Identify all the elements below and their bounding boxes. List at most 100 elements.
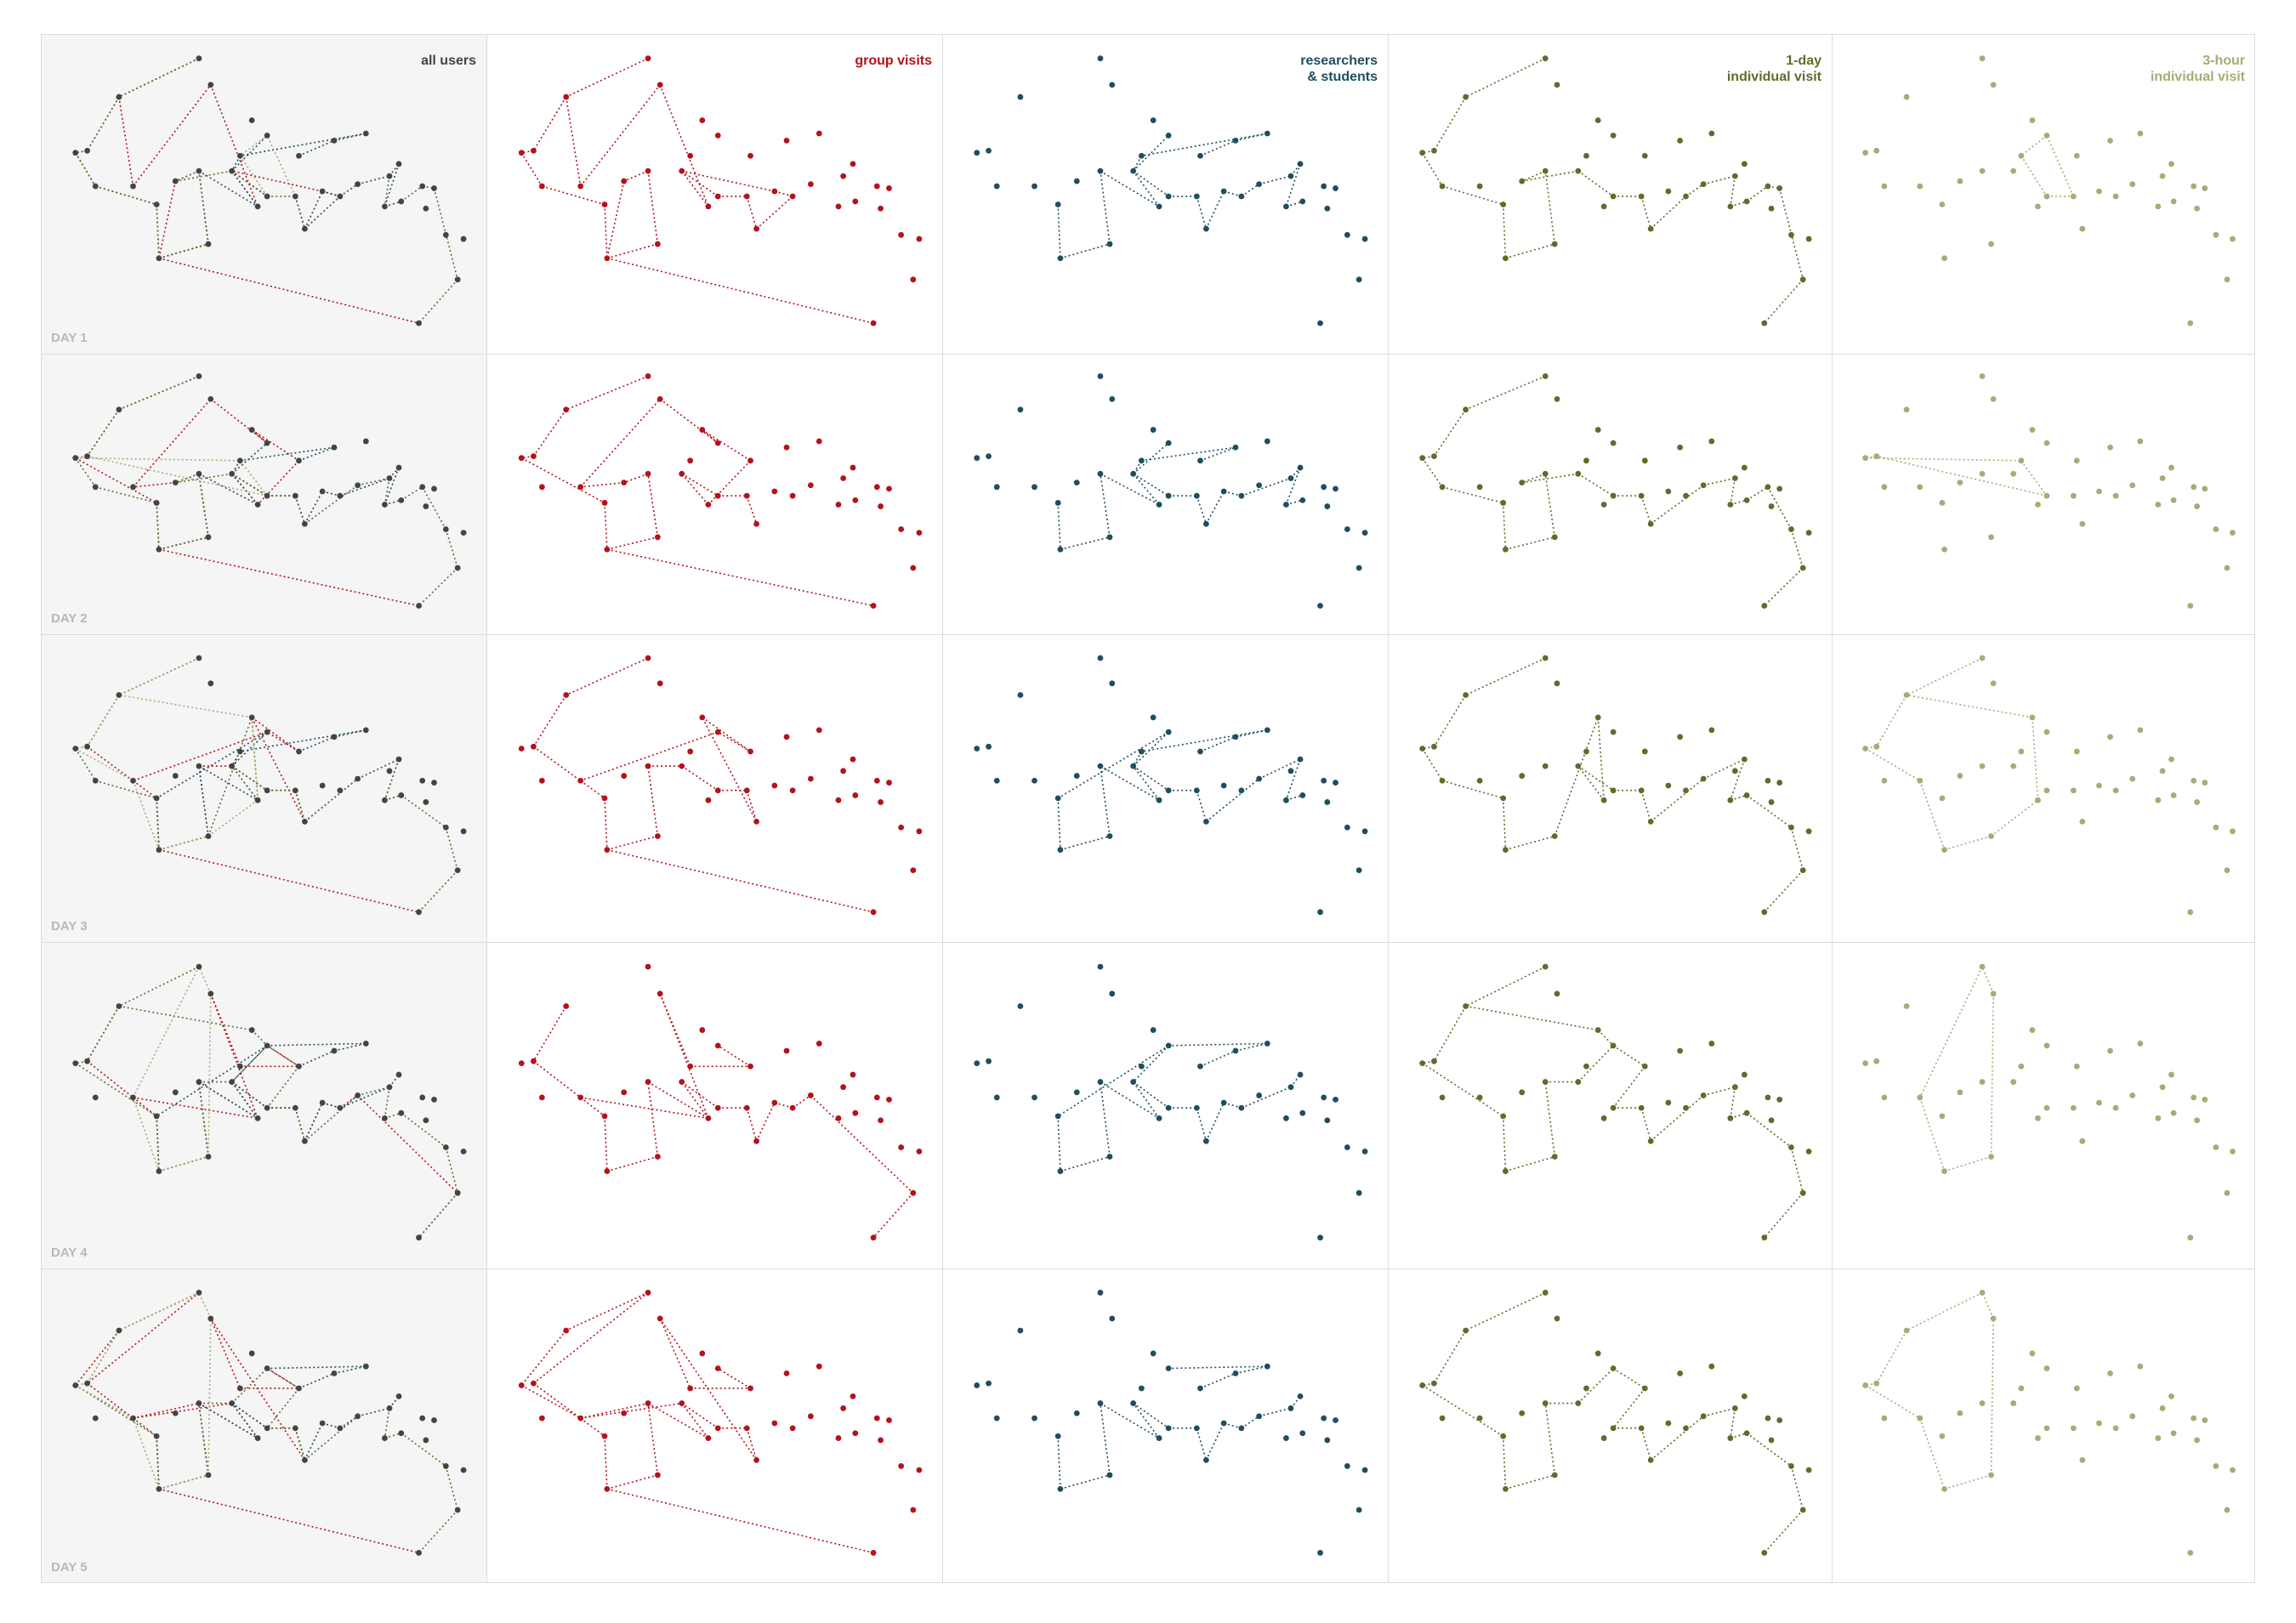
panel-plot — [1419, 1290, 1812, 1556]
station-point — [563, 94, 570, 100]
station-point — [654, 1154, 661, 1160]
station-point — [1256, 1413, 1263, 1420]
station-point — [1683, 492, 1689, 499]
station-point — [1232, 444, 1239, 451]
station-point — [1130, 1400, 1137, 1406]
day-path-segment — [1640, 495, 1651, 525]
station-point — [1519, 1410, 1526, 1416]
station-point — [878, 799, 884, 805]
station-point — [1761, 1234, 1768, 1241]
station-point — [156, 1485, 162, 1492]
station-point — [454, 1189, 461, 1196]
station-point — [747, 748, 753, 755]
station-point — [577, 484, 584, 491]
day-path-segment — [1422, 1062, 1504, 1117]
station-point — [1165, 1042, 1172, 1049]
station-point — [1799, 1189, 1806, 1196]
station-point — [840, 1084, 847, 1091]
station-point — [2018, 152, 2025, 159]
station-point — [1097, 1400, 1104, 1406]
station-point — [835, 1115, 842, 1121]
station-point — [714, 440, 721, 446]
station-point — [687, 457, 694, 464]
station-point — [2010, 1400, 2017, 1406]
station-point — [419, 1415, 426, 1422]
station-point — [753, 1456, 759, 1463]
station-point — [1610, 787, 1617, 794]
day-path-segment — [251, 717, 259, 801]
research-path-segment — [1133, 1402, 1169, 1429]
station-point — [460, 1467, 467, 1473]
station-point — [1881, 1415, 1888, 1422]
station-point — [1073, 178, 1080, 184]
station-point — [2070, 1104, 2077, 1111]
station-point — [2079, 818, 2086, 825]
station-point — [1665, 188, 1672, 195]
group-path-segment — [580, 481, 624, 488]
panel-plot — [1862, 655, 2236, 916]
station-point — [1862, 455, 1869, 462]
station-point — [130, 183, 136, 190]
day-path-segment — [1730, 1408, 1736, 1439]
station-point — [2029, 117, 2036, 123]
station-point — [1097, 1079, 1104, 1085]
station-point — [714, 787, 721, 794]
group-path-segment — [604, 502, 608, 550]
day-path-segment — [175, 473, 232, 484]
day-path-segment — [384, 478, 390, 505]
station-point — [621, 773, 628, 779]
panel-group-day-1: group visits — [486, 34, 942, 354]
station-point — [2224, 1507, 2231, 1513]
day-path-segment — [1502, 204, 1507, 258]
station-point — [2029, 1027, 2036, 1033]
station-point — [1321, 1094, 1327, 1101]
station-point — [172, 480, 179, 486]
station-point — [355, 181, 361, 188]
station-point — [1317, 320, 1323, 326]
station-point — [1431, 743, 1437, 750]
research-path-segment — [1057, 1436, 1061, 1490]
station-point — [2168, 464, 2174, 471]
station-point — [84, 147, 90, 154]
station-point — [679, 1400, 685, 1406]
station-point — [1106, 534, 1113, 541]
station-point — [398, 1109, 405, 1116]
day-path-segment — [384, 758, 400, 801]
station-point — [2073, 1063, 2080, 1070]
group-path-segment — [532, 1382, 582, 1419]
day-path-segment — [1577, 1367, 1614, 1405]
station-point — [840, 173, 847, 179]
station-point — [1788, 526, 1794, 532]
station-point — [1638, 1104, 1645, 1111]
panel-research-day-4 — [942, 942, 1388, 1268]
station-point — [1600, 797, 1607, 803]
day-path-segment — [118, 57, 200, 98]
station-point — [1073, 1089, 1080, 1096]
station-point — [1554, 680, 1560, 687]
station-point — [898, 1144, 905, 1150]
station-point — [156, 546, 162, 553]
row-divider — [41, 1582, 2255, 1583]
panel-plot — [974, 963, 1368, 1241]
station-point — [331, 444, 338, 451]
station-point — [1551, 534, 1558, 541]
station-point — [2010, 1079, 2017, 1085]
station-point — [2079, 520, 2086, 527]
station-point — [1232, 137, 1239, 144]
station-point — [2029, 427, 2036, 433]
station-point — [2096, 488, 2102, 495]
day-path-segment — [198, 1403, 209, 1476]
station-point — [248, 1350, 255, 1357]
station-point — [2230, 1467, 2236, 1473]
group-path-segment — [520, 457, 605, 504]
station-point — [1610, 1365, 1617, 1371]
day-path-segment — [1764, 870, 1804, 913]
station-point — [2096, 188, 2102, 195]
day-path-segment — [1433, 695, 1467, 747]
panel-group-day-5 — [486, 1268, 942, 1583]
panel-all-day-2: DAY 2 — [41, 354, 486, 634]
station-point — [601, 1113, 608, 1120]
station-point — [362, 438, 369, 445]
station-point — [1862, 746, 1869, 752]
station-point — [1727, 502, 1734, 508]
